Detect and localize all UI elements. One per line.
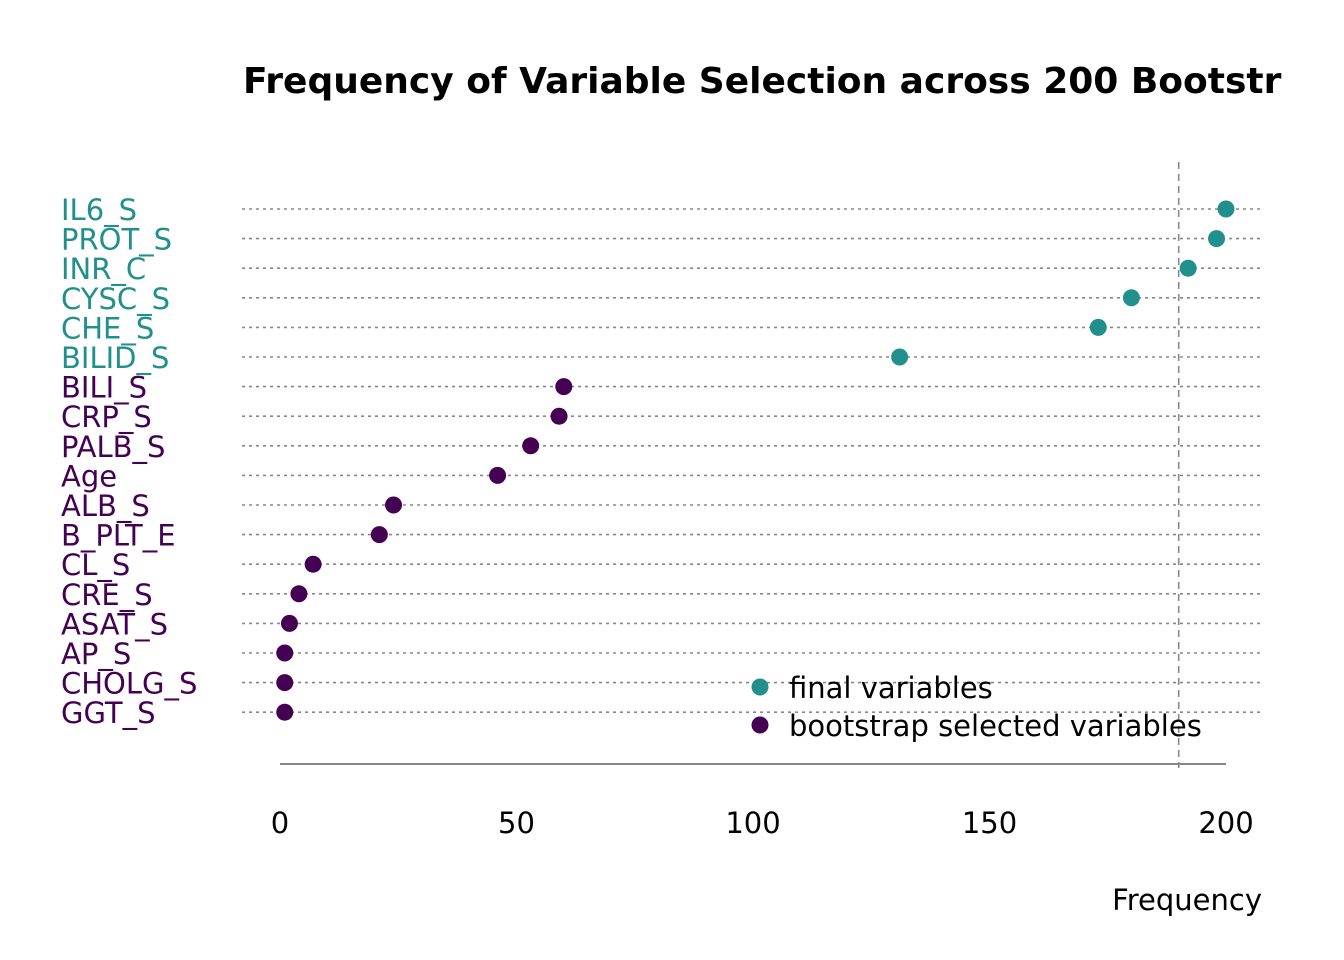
category-label: IL6_S — [61, 193, 137, 227]
x-tick-label: 200 — [1198, 806, 1253, 840]
category-label: ALB_S — [61, 489, 150, 523]
x-tick-label: 50 — [498, 806, 535, 840]
legend-marker — [751, 678, 769, 696]
x-tick-label: 0 — [271, 806, 289, 840]
x-axis: 0 50 100 150 200 — [271, 763, 1254, 840]
chart-title: Frequency of Variable Selection across 2… — [243, 61, 1282, 102]
category-label: BILID_S — [61, 341, 169, 375]
category-labels: IL6_SPROT_SINR_CCYSC_SCHE_SBILID_SBILI_S… — [61, 193, 197, 730]
data-point — [1217, 200, 1235, 218]
category-label: Age — [61, 459, 117, 493]
legend-label: final variables — [789, 671, 993, 705]
category-label: BILI_S — [61, 371, 147, 405]
data-point — [522, 437, 540, 455]
data-point — [1089, 318, 1107, 336]
category-label: AP_S — [61, 637, 131, 671]
data-point — [489, 466, 507, 484]
data-point — [276, 644, 294, 662]
category-label: CYSC_S — [61, 282, 170, 316]
data-point — [1179, 259, 1197, 277]
x-axis-title: Frequency — [1112, 883, 1262, 917]
category-label: B_PLT_E — [61, 519, 176, 553]
category-label: INR_C — [61, 252, 146, 286]
data-point — [276, 703, 294, 721]
data-points — [276, 200, 1235, 721]
category-label: CRE_S — [61, 578, 153, 612]
x-tick-label: 150 — [962, 806, 1017, 840]
data-point — [1208, 230, 1226, 248]
data-point — [276, 674, 294, 692]
data-point — [304, 555, 322, 573]
category-label: CL_S — [61, 548, 130, 582]
category-label: PROT_S — [61, 223, 172, 257]
data-point — [280, 614, 298, 632]
legend: final variables bootstrap selected variab… — [751, 671, 1202, 743]
category-label: ASAT_S — [61, 607, 168, 641]
category-label: PALB_S — [61, 430, 165, 464]
legend-marker — [751, 716, 769, 734]
data-point — [891, 348, 909, 366]
category-label: CRP_S — [61, 400, 152, 434]
category-label: CHOLG_S — [61, 667, 197, 701]
data-point — [370, 526, 388, 544]
data-point — [555, 378, 573, 396]
data-point — [290, 585, 308, 603]
x-tick-label: 100 — [725, 806, 780, 840]
data-point — [385, 496, 403, 514]
category-label: GGT_S — [61, 696, 156, 730]
data-point — [1122, 289, 1140, 307]
data-point — [550, 407, 568, 425]
legend-label: bootstrap selected variables — [789, 709, 1202, 743]
category-label: CHE_S — [61, 311, 154, 345]
grid-lines — [242, 208, 1262, 714]
